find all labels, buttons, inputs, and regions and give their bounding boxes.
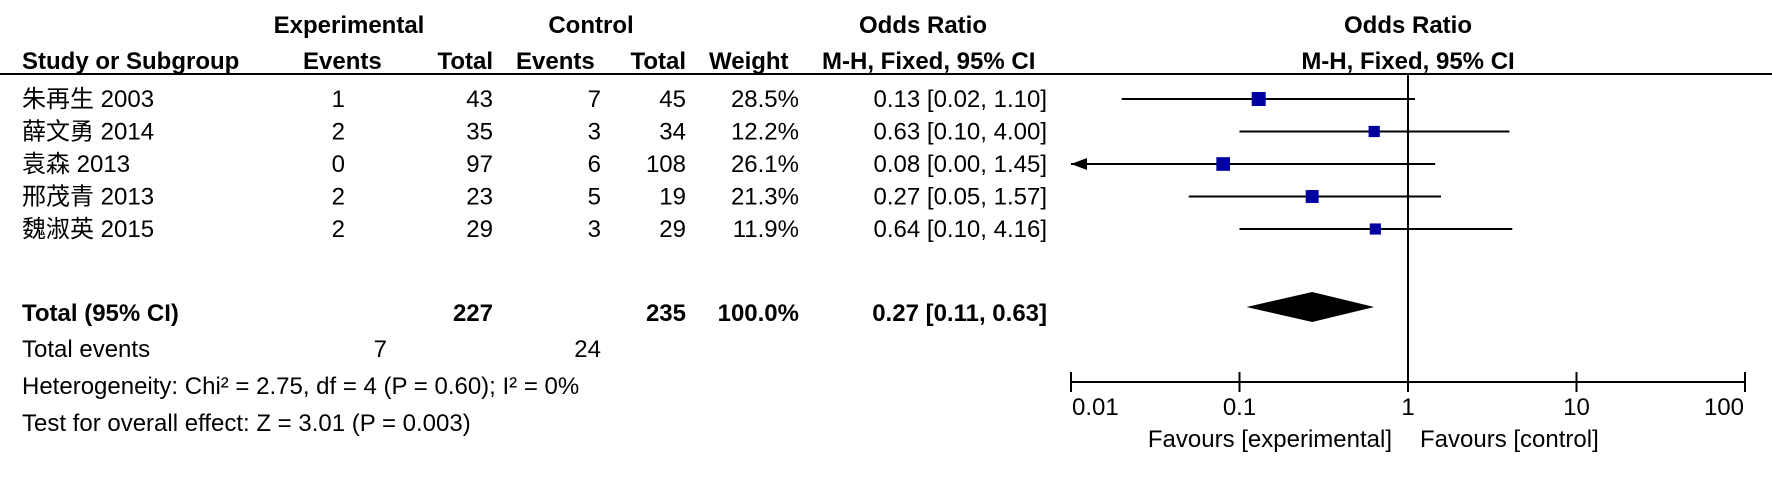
overall-effect-text: Test for overall effect: Z = 3.01 (P = 0…: [22, 410, 471, 437]
x-tick-label: 10: [1563, 394, 1590, 421]
ctl-total: 19: [659, 184, 686, 211]
total-or-text: 0.27 [0.11, 0.63]: [872, 300, 1047, 327]
study-name: 魏淑英 2015: [22, 216, 154, 243]
plot-area: 0.01 0.1 1 10 100 Favours [experimental] Favou…: [1070, 74, 1746, 453]
x-tick-label: 1: [1401, 394, 1414, 421]
exp-events: 2: [332, 216, 345, 243]
ctl-total: 45: [659, 86, 686, 113]
header-ctl-events: Events: [516, 48, 595, 75]
exp-total: 35: [466, 119, 493, 146]
or-text: 0.63 [0.10, 4.00]: [874, 119, 1047, 146]
exp-total: 23: [466, 184, 493, 211]
ctl-total: 108: [646, 151, 686, 178]
ctl-events: 7: [588, 86, 601, 113]
table-row: 朱再生 2003 1 43 7 45 28.5% 0.13 [0.02, 1.10]: [22, 86, 1047, 113]
heterogeneity-text: Heterogeneity: Chi² = 2.75, df = 4 (P = …: [22, 373, 579, 400]
ctl-events: 3: [588, 216, 601, 243]
study-marker: [1369, 223, 1381, 235]
total-events-label: Total events: [22, 336, 150, 363]
study-marker: [1216, 157, 1230, 171]
header-exp-total: Total: [437, 48, 493, 75]
study-marker: [1305, 190, 1319, 203]
header-ctl-total: Total: [630, 48, 686, 75]
or-text: 0.27 [0.05, 1.57]: [874, 184, 1047, 211]
exp-total: 29: [466, 216, 493, 243]
ctl-total: 34: [659, 119, 686, 146]
table-row: 薛文勇 2014 2 35 3 34 12.2% 0.63 [0.10, 4.00]: [22, 119, 1047, 146]
or-text: 0.64 [0.10, 4.16]: [874, 216, 1047, 243]
exp-events: 0: [332, 151, 345, 178]
table-row: 邢茂青 2013 2 23 5 19 21.3% 0.27 [0.05, 1.57]: [22, 184, 1047, 211]
pooled-diamond: [1246, 292, 1375, 322]
total-weight: 100.0%: [718, 300, 799, 327]
weight: 28.5%: [731, 86, 799, 113]
header-control: Control: [548, 12, 633, 39]
study-name: 朱再生 2003: [22, 86, 154, 113]
exp-total: 43: [466, 86, 493, 113]
weight: 11.9%: [733, 216, 799, 243]
weight: 26.1%: [731, 151, 799, 178]
exp-events: 2: [332, 184, 345, 211]
study-rows: 朱再生 2003 1 43 7 45 28.5% 0.13 [0.02, 1.10] 薛文勇 …: [22, 86, 1047, 243]
total-label: Total (95% CI): [22, 300, 179, 327]
exp-events: 1: [332, 86, 345, 113]
header-odds-ratio-plot: Odds Ratio: [1344, 12, 1472, 39]
x-tick-label: 100: [1704, 394, 1744, 421]
header-method-table: M-H, Fixed, 95% CI: [822, 48, 1035, 75]
ctl-events: 3: [588, 119, 601, 146]
study-name: 邢茂青 2013: [22, 184, 154, 211]
header-odds-ratio-table: Odds Ratio: [859, 12, 987, 39]
total-ctl-total: 235: [646, 300, 686, 327]
exp-total: 97: [466, 151, 493, 178]
study-name: 薛文勇 2014: [22, 119, 154, 146]
study-marker: [1368, 125, 1380, 138]
or-text: 0.08 [0.00, 1.45]: [874, 151, 1047, 178]
ctl-events: 5: [588, 184, 601, 211]
study-marker: [1251, 92, 1266, 106]
header-weight: Weight: [709, 48, 789, 75]
study-name: 袁森 2013: [22, 151, 130, 178]
total-exp-total: 227: [453, 300, 493, 327]
ci-arrow-left: [1071, 158, 1087, 170]
ctl-events: 6: [588, 151, 601, 178]
header-method-plot: M-H, Fixed, 95% CI: [1301, 48, 1514, 75]
total-events-ctl: 24: [574, 336, 601, 363]
favours-experimental-label: Favours [experimental]: [1148, 426, 1392, 453]
header-exp-events: Events: [303, 48, 382, 75]
table-row: 魏淑英 2015 2 29 3 29 11.9% 0.64 [0.10, 4.16]: [22, 216, 1047, 243]
table-row: 袁森 2013 0 97 6 108 26.1% 0.08 [0.00, 1.45]: [22, 151, 1047, 178]
header-experimental: Experimental: [274, 12, 425, 39]
or-text: 0.13 [0.02, 1.10]: [874, 86, 1047, 113]
x-tick-label: 0.1: [1223, 394, 1256, 421]
exp-events: 2: [332, 119, 345, 146]
favours-control-label: Favours [control]: [1420, 426, 1599, 453]
x-tick-label: 0.01: [1072, 394, 1119, 421]
weight: 21.3%: [731, 184, 799, 211]
weight: 12.2%: [731, 119, 799, 146]
ctl-total: 29: [659, 216, 686, 243]
total-events-exp: 7: [374, 336, 387, 363]
header-study: Study or Subgroup: [22, 48, 239, 75]
